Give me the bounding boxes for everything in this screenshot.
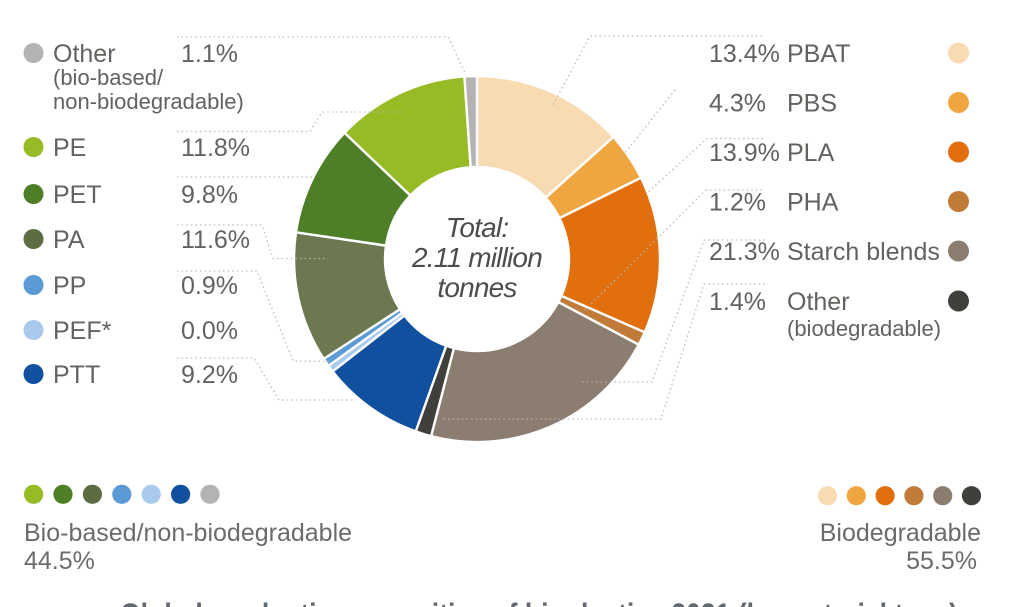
- svg-text:21.3%: 21.3%: [709, 238, 780, 266]
- svg-text:11.6%: 11.6%: [181, 226, 250, 254]
- svg-text:1.1%: 1.1%: [181, 40, 238, 68]
- svg-text:PBS: PBS: [787, 90, 837, 118]
- svg-text:Other: Other: [53, 40, 116, 68]
- svg-text:Biodegradable: Biodegradable: [820, 519, 981, 547]
- svg-text:Starch blends: Starch blends: [787, 238, 940, 266]
- svg-text:Global production capacities o: Global production capacities of bioplast…: [120, 597, 958, 607]
- svg-text:PE: PE: [53, 134, 86, 162]
- svg-text:11.8%: 11.8%: [181, 134, 250, 162]
- svg-text:PA: PA: [53, 226, 85, 254]
- svg-text:0.0%: 0.0%: [181, 317, 238, 345]
- svg-text:13.4%: 13.4%: [709, 40, 780, 68]
- svg-text:9.8%: 9.8%: [181, 181, 238, 209]
- svg-text:PLA: PLA: [787, 139, 835, 167]
- svg-text:4.3%: 4.3%: [709, 90, 766, 118]
- svg-text:9.2%: 9.2%: [181, 361, 238, 389]
- svg-text:0.9%: 0.9%: [181, 272, 238, 300]
- svg-text:2.11 million: 2.11 million: [411, 242, 542, 273]
- svg-text:44.5%: 44.5%: [24, 547, 95, 575]
- svg-text:1.4%: 1.4%: [709, 288, 766, 316]
- svg-text:PTT: PTT: [53, 361, 100, 389]
- svg-text:non-biodegradable): non-biodegradable): [53, 89, 244, 114]
- svg-text:55.5%: 55.5%: [906, 547, 977, 575]
- svg-text:(biodegradable): (biodegradable): [787, 316, 941, 341]
- svg-text:tonnes: tonnes: [437, 272, 517, 303]
- svg-text:PBAT: PBAT: [787, 40, 850, 68]
- svg-text:Bio-based/non-biodegradable: Bio-based/non-biodegradable: [24, 519, 352, 547]
- svg-text:(bio-based/: (bio-based/: [53, 65, 164, 90]
- svg-text:PEF*: PEF*: [53, 317, 112, 345]
- svg-text:Other: Other: [787, 288, 850, 316]
- svg-text:PET: PET: [53, 181, 102, 209]
- svg-text:PP: PP: [53, 272, 86, 300]
- svg-text:PHA: PHA: [787, 189, 839, 217]
- svg-text:Total:: Total:: [446, 212, 509, 243]
- svg-text:13.9%: 13.9%: [709, 139, 780, 167]
- svg-text:1.2%: 1.2%: [709, 189, 766, 217]
